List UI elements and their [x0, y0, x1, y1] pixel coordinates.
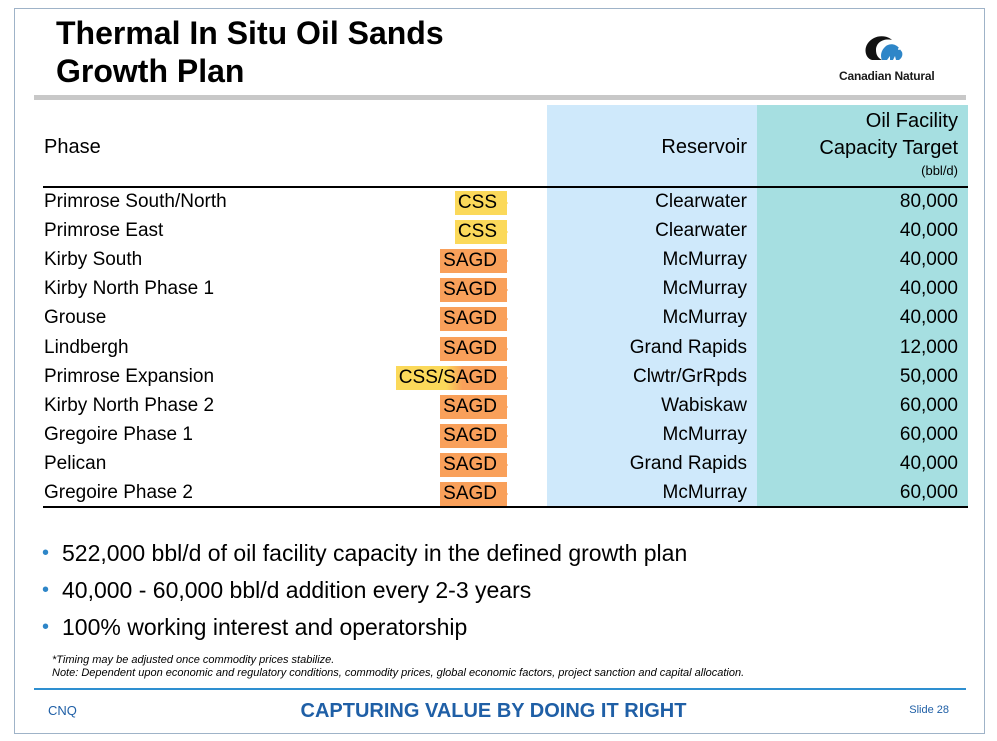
- cell-phase: Grouse: [44, 307, 107, 329]
- table-row: Gregoire Phase 1 SAGD McMurray 60,000: [0, 421, 997, 450]
- table-row: Kirby North Phase 2 SAGD Wabiskaw 60,000: [0, 392, 997, 421]
- slide-title: Thermal In Situ Oil Sands Growth Plan: [56, 14, 444, 90]
- header-capacity: Oil Facility Capacity Target (bbl/d): [757, 108, 958, 180]
- cell-reservoir: Grand Rapids: [629, 452, 747, 474]
- cell-phase: Gregoire Phase 1: [44, 423, 193, 445]
- cell-capacity: 80,000: [899, 191, 958, 212]
- title-divider: [34, 95, 966, 100]
- method-tag: SAGD: [440, 249, 507, 274]
- footnote-timing: *Timing may be adjusted once commodity p…: [52, 654, 335, 666]
- cell-capacity: 40,000: [899, 278, 958, 300]
- cell-reservoir: Clearwater: [655, 191, 747, 212]
- logo-text: Canadian Natural: [839, 69, 935, 83]
- method-arrow-icon: [497, 307, 508, 332]
- method-arrow-icon: [497, 278, 508, 303]
- table-row: Gregoire Phase 2 SAGD McMurray 60,000: [0, 479, 997, 508]
- bullet-text: 100% working interest and operatorship: [62, 614, 468, 640]
- cell-capacity: 60,000: [899, 394, 958, 416]
- table-bottom-rule: [43, 506, 968, 508]
- method-arrow-icon: [497, 423, 508, 448]
- capacity-column-background: [757, 105, 968, 508]
- slide-frame: [14, 8, 985, 734]
- cell-reservoir: McMurray: [662, 278, 747, 300]
- table-row: Pelican SAGD Grand Rapids 40,000: [0, 450, 997, 479]
- method-arrow-icon: [497, 336, 508, 361]
- bullet-dot-icon: •: [42, 616, 50, 638]
- cell-phase: Lindbergh: [44, 336, 129, 358]
- cell-phase: Kirby South: [44, 249, 143, 271]
- method-tag: SAGD: [440, 394, 507, 419]
- bullet-text: 522,000 bbl/d of oil facility capacity i…: [62, 540, 688, 566]
- bullet-dot-icon: •: [42, 579, 50, 601]
- footer-tagline: CAPTURING VALUE BY DOING IT RIGHT: [0, 700, 997, 723]
- method-arrow-icon: [497, 365, 508, 390]
- cell-reservoir: Wabiskaw: [661, 394, 747, 416]
- cell-reservoir: McMurray: [662, 423, 747, 445]
- header-capacity-line-2: Capacity Target: [819, 137, 958, 159]
- cell-capacity: 40,000: [899, 307, 958, 329]
- cell-capacity: 50,000: [899, 365, 958, 387]
- cell-phase: Primrose South/North: [44, 191, 227, 212]
- method-tag: SAGD: [440, 423, 507, 448]
- slide-title-line-2: Growth Plan: [56, 53, 245, 89]
- bullet-text: 40,000 - 60,000 bbl/d addition every 2-3…: [62, 577, 532, 603]
- reservoir-column-background: [547, 105, 757, 508]
- cell-reservoir: Grand Rapids: [629, 336, 747, 358]
- slide-title-line-1: Thermal In Situ Oil Sands: [56, 15, 444, 51]
- company-logo: Canadian Natural: [836, 30, 956, 86]
- table-row: Primrose East CSS Clearwater 40,000: [0, 217, 997, 246]
- header-phase: Phase: [44, 136, 101, 158]
- cell-reservoir: Clwtr/GrRpds: [632, 365, 747, 387]
- table-row: Grouse SAGD McMurray 40,000: [0, 304, 997, 333]
- table-row: Kirby North Phase 1 SAGD McMurray 40,000: [0, 275, 997, 304]
- method-tag: SAGD: [440, 482, 507, 506]
- table-row: Kirby South SAGD McMurray 40,000: [0, 246, 997, 275]
- table-row: Primrose Expansion CSS/SAGD Clwtr/GrRpds 50…: [0, 363, 997, 392]
- footnote-note: Note: Dependent upon economic and regula…: [52, 667, 745, 679]
- header-capacity-unit: (bbl/d): [921, 163, 958, 178]
- cell-phase: Primrose East: [44, 220, 164, 242]
- method-arrow-icon: [497, 482, 508, 506]
- table-row: Primrose South/North CSS Clearwater 80,000: [0, 188, 997, 217]
- method-tag: CSS/SAGD: [395, 365, 507, 390]
- cell-phase: Primrose Expansion: [44, 365, 215, 387]
- header-capacity-line-1: Oil Facility: [865, 110, 958, 132]
- method-arrow-icon: [497, 452, 508, 477]
- method-tag: SAGD: [440, 336, 507, 361]
- header-reservoir: Reservoir: [661, 136, 747, 158]
- method-tag: SAGD: [440, 452, 507, 477]
- method-arrow-icon: [497, 220, 508, 245]
- method-arrow-icon: [497, 191, 508, 215]
- cell-phase: Gregoire Phase 2: [44, 482, 193, 503]
- cell-capacity: 60,000: [899, 423, 958, 445]
- bullet-dot-icon: •: [42, 542, 50, 564]
- cell-capacity: 40,000: [899, 249, 958, 271]
- table-row: Lindbergh SAGD Grand Rapids 12,000: [0, 334, 997, 363]
- cell-reservoir: McMurray: [662, 307, 747, 329]
- method-tag: SAGD: [440, 278, 507, 303]
- footer-company: CNQ: [48, 703, 77, 718]
- method-tag: SAGD: [440, 307, 507, 332]
- cell-phase: Kirby North Phase 1: [44, 278, 215, 300]
- cell-phase: Kirby North Phase 2: [44, 394, 215, 416]
- table-header-rule: [43, 186, 968, 188]
- cell-phase: Pelican: [44, 452, 107, 474]
- cell-reservoir: McMurray: [662, 249, 747, 271]
- cell-capacity: 12,000: [899, 336, 958, 358]
- method-arrow-icon: [497, 394, 508, 419]
- method-arrow-icon: [497, 249, 508, 274]
- cell-reservoir: Clearwater: [655, 220, 747, 242]
- footer-divider: [34, 688, 966, 690]
- cell-reservoir: McMurray: [662, 482, 747, 503]
- bear-and-crescent-logo-icon: [865, 36, 903, 60]
- cell-capacity: 40,000: [899, 220, 958, 242]
- slide-number: Slide 28: [909, 704, 949, 716]
- cell-capacity: 40,000: [899, 452, 958, 474]
- cell-capacity: 60,000: [899, 482, 958, 503]
- footer-tagline-text: CAPTURING VALUE BY DOING IT RIGHT: [300, 700, 687, 722]
